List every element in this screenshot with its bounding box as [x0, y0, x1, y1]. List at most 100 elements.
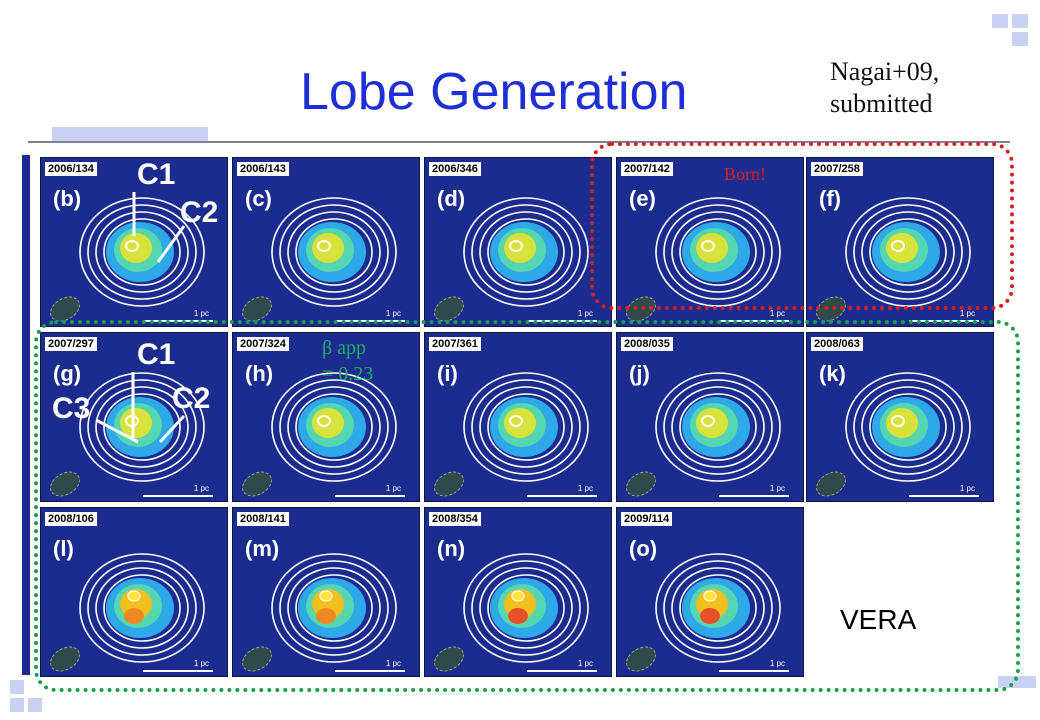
vlbi-image-panel: 2007/142 (e) 1 pc — [616, 157, 804, 327]
vlbi-image-panel: 2007/258 (f) 1 pc — [806, 157, 994, 327]
contour-map — [845, 372, 971, 482]
epoch-label: 2006/143 — [237, 162, 289, 176]
vlbi-image-panel: 2006/346 (d) 1 pc — [424, 157, 612, 327]
new-lobe-box — [590, 142, 1014, 310]
contour-map — [463, 372, 589, 482]
panel-letter: (d) — [437, 186, 466, 211]
beta-app-annotation: β app = 0.23 — [322, 335, 373, 387]
panel-letter: (c) — [245, 186, 272, 211]
beta-app-label: β app — [322, 337, 367, 359]
scale-label: 1 pc — [193, 309, 209, 318]
epoch-label: 2009/114 — [621, 512, 673, 526]
epoch-label: 2006/134 — [45, 162, 97, 176]
epoch-label: 2007/361 — [429, 337, 481, 351]
component-label-c1: C1 — [137, 338, 176, 371]
scale-label: 1 pc — [577, 484, 593, 493]
panel-letter: (b) — [53, 186, 82, 211]
title-divider — [28, 141, 1010, 143]
scale-bar — [143, 495, 213, 497]
scale-bar — [719, 495, 789, 497]
scale-bar — [527, 495, 597, 497]
scale-label: 1 pc — [577, 309, 593, 318]
component-label-c2: C2 — [180, 196, 219, 229]
contour-map — [79, 553, 205, 663]
vlbi-image-panel: 2008/354 (n) 1 pc — [424, 507, 612, 677]
decor-square — [1012, 32, 1028, 46]
vlbi-image-panel: 2008/063 (k) 1 pc — [806, 332, 994, 502]
scale-label: 1 pc — [193, 659, 209, 668]
scale-label: 1 pc — [769, 309, 785, 318]
panel-letter: (n) — [437, 536, 466, 561]
born-annotation: Born! — [724, 164, 766, 184]
epoch-label: 2008/141 — [237, 512, 289, 526]
panel-letter: (l) — [53, 536, 74, 561]
panel-letter: (f) — [819, 186, 841, 211]
scale-bar — [143, 670, 213, 672]
panel-letter: (m) — [245, 536, 280, 561]
panel-letter: (h) — [245, 361, 274, 386]
epoch-label: 2007/142 — [621, 162, 673, 176]
vlbi-image-panel: 2008/106 (l) 1 pc — [40, 507, 228, 677]
contour-map — [271, 372, 397, 482]
vlbi-image-panel: 2008/035 (j) 1 pc — [616, 332, 804, 502]
vera-box — [34, 320, 1020, 692]
vlbi-image-panel: 2007/361 (i) 1 pc — [424, 332, 612, 502]
component-label-c3: C3 — [52, 392, 91, 425]
scale-label: 1 pc — [959, 484, 975, 493]
vlbi-image-panel: 2009/114 (o) 1 pc — [616, 507, 804, 677]
scale-label: 1 pc — [385, 309, 401, 318]
scale-label: 1 pc — [959, 309, 975, 318]
decor-square — [992, 14, 1008, 28]
beta-app-value: = 0.23 — [322, 363, 374, 385]
epoch-label: 2008/354 — [429, 512, 481, 526]
scale-label: 1 pc — [577, 659, 593, 668]
scale-label: 1 pc — [769, 484, 785, 493]
contour-map — [655, 197, 781, 307]
panel-letter: (o) — [629, 536, 658, 561]
contour-map — [463, 197, 589, 307]
scale-bar — [719, 670, 789, 672]
panel-letter: (g) — [53, 361, 82, 386]
left-panel-strip — [22, 155, 30, 675]
vlbi-image-panel: 2006/143 (c) 1 pc — [232, 157, 420, 327]
decor-square — [10, 680, 24, 694]
contour-map — [845, 197, 971, 307]
contour-map — [79, 197, 205, 307]
scale-label: 1 pc — [385, 484, 401, 493]
component-label-c2: C2 — [172, 382, 211, 415]
contour-map — [655, 553, 781, 663]
epoch-label: 2007/258 — [811, 162, 863, 176]
scale-label: 1 pc — [193, 484, 209, 493]
scale-label: 1 pc — [769, 659, 785, 668]
vlbi-image-panel: 2007/324 (h) 1 pc — [232, 332, 420, 502]
epoch-label: 2008/063 — [811, 337, 863, 351]
vera-label: VERA — [840, 604, 917, 635]
epoch-label: 2007/297 — [45, 337, 97, 351]
epoch-label: 2008/035 — [621, 337, 673, 351]
citation: Nagai+09, submitted — [830, 57, 940, 118]
panel-letter: (j) — [629, 361, 650, 386]
decor-square — [28, 698, 42, 712]
decor-square — [10, 698, 24, 712]
scale-bar — [527, 670, 597, 672]
epoch-label: 2006/346 — [429, 162, 481, 176]
epoch-label: 2008/106 — [45, 512, 97, 526]
contour-map — [655, 372, 781, 482]
panel-letter: (e) — [629, 186, 656, 211]
panel-letter: (k) — [819, 361, 846, 386]
scale-bar — [909, 495, 979, 497]
component-label-c1: C1 — [137, 158, 176, 191]
slide-title: Lobe Generation — [300, 63, 688, 121]
vlbi-image-panel: 2008/141 (m) 1 pc — [232, 507, 420, 677]
contour-map — [463, 553, 589, 663]
contour-map — [271, 553, 397, 663]
scale-bar — [335, 495, 405, 497]
scale-label: 1 pc — [385, 659, 401, 668]
vlbi-image-panel: 2006/134 (b) 1 pc — [40, 157, 228, 327]
decor-square — [1012, 14, 1028, 28]
contour-map — [79, 372, 205, 482]
vlbi-image-panel: 2007/297 (g) 1 pc — [40, 332, 228, 502]
epoch-label: 2007/324 — [237, 337, 289, 351]
panel-letter: (i) — [437, 361, 458, 386]
